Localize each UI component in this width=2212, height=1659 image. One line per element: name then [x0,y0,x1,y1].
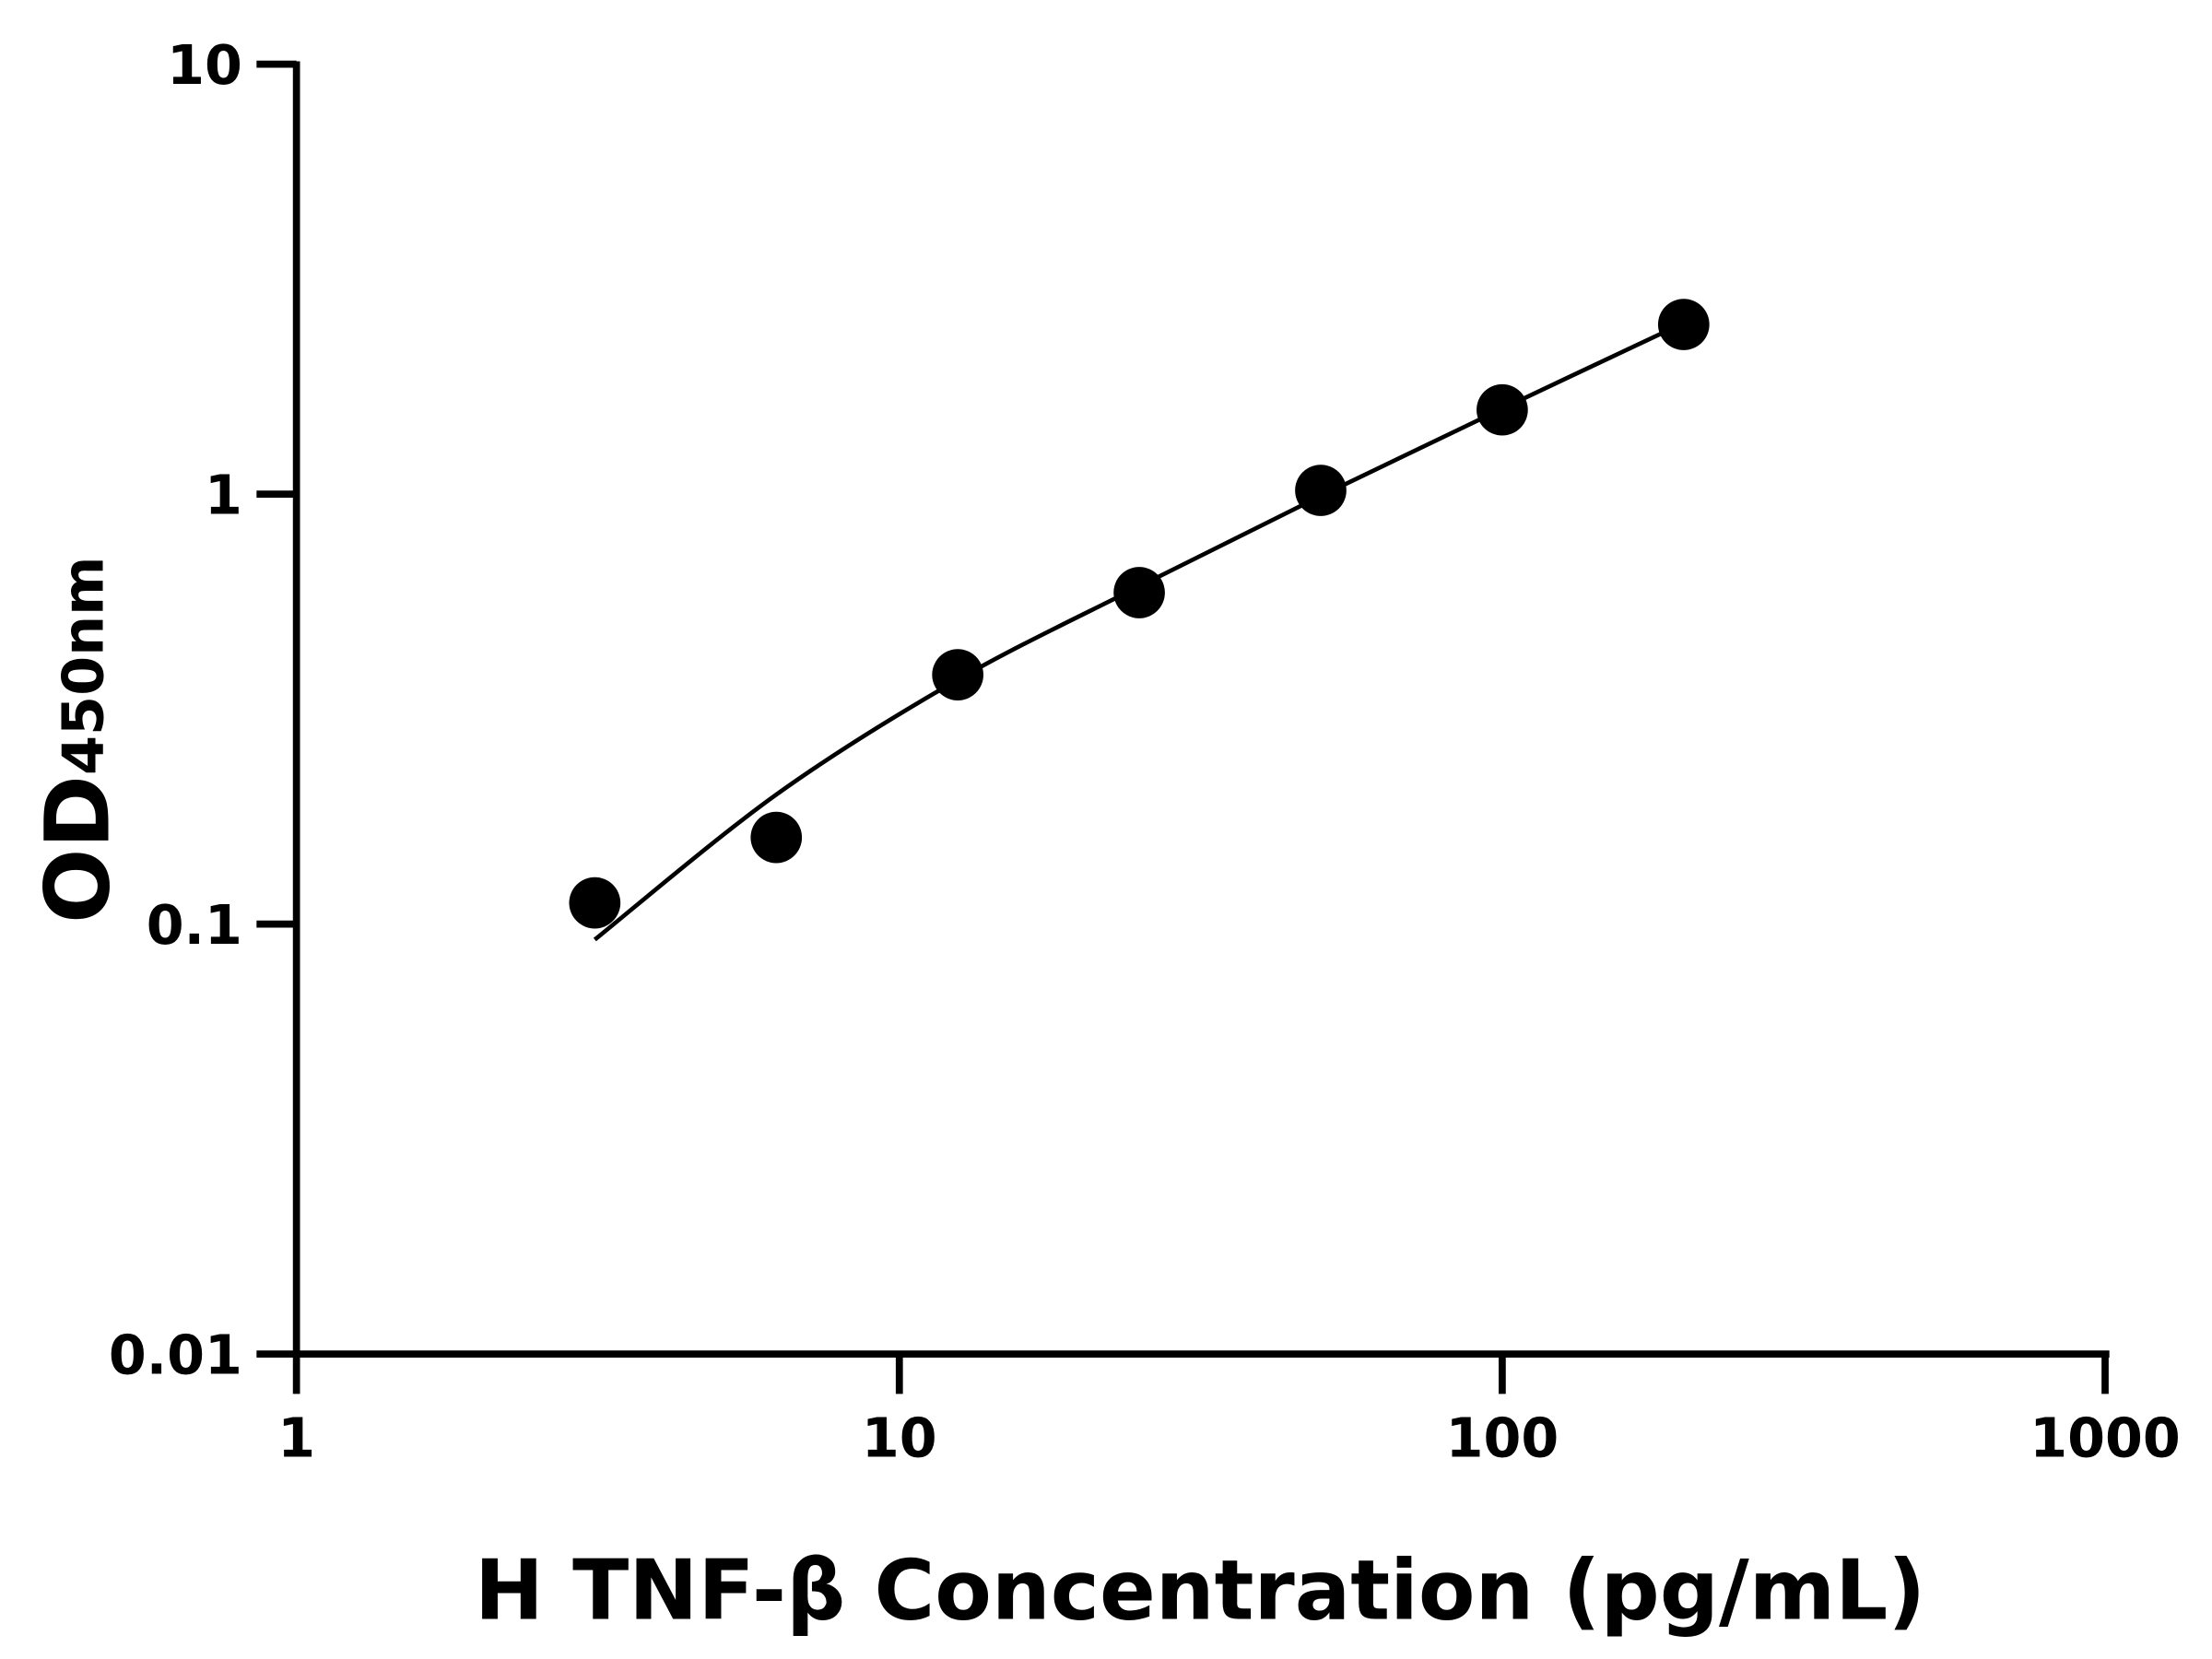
y-axis-label-main: OD [27,775,130,924]
x-tick-label: 1000 [2030,1406,2181,1469]
y-axis-label: OD450nm [27,556,130,924]
y-tick-label: 0.01 [109,1324,242,1387]
x-tick-label: 10 [862,1406,937,1469]
x-tick-label: 1 [277,1406,315,1469]
data-point [1113,567,1165,618]
y-axis-label-subscript: 450nm [50,556,116,775]
data-point [1295,465,1347,516]
data-point [932,649,983,700]
data-point [1477,383,1528,436]
axes [292,61,2110,1358]
data-point [569,877,621,929]
x-axis-label: H TNF-β Concentration (pg/mL) [475,1544,1925,1640]
y-tick-label: 0.1 [147,893,242,957]
y-tick-label: 10 [167,33,242,97]
x-tick-label: 100 [1446,1406,1559,1469]
y-tick-label: 1 [205,464,242,527]
data-point [1657,299,1710,350]
data-point [750,811,803,864]
